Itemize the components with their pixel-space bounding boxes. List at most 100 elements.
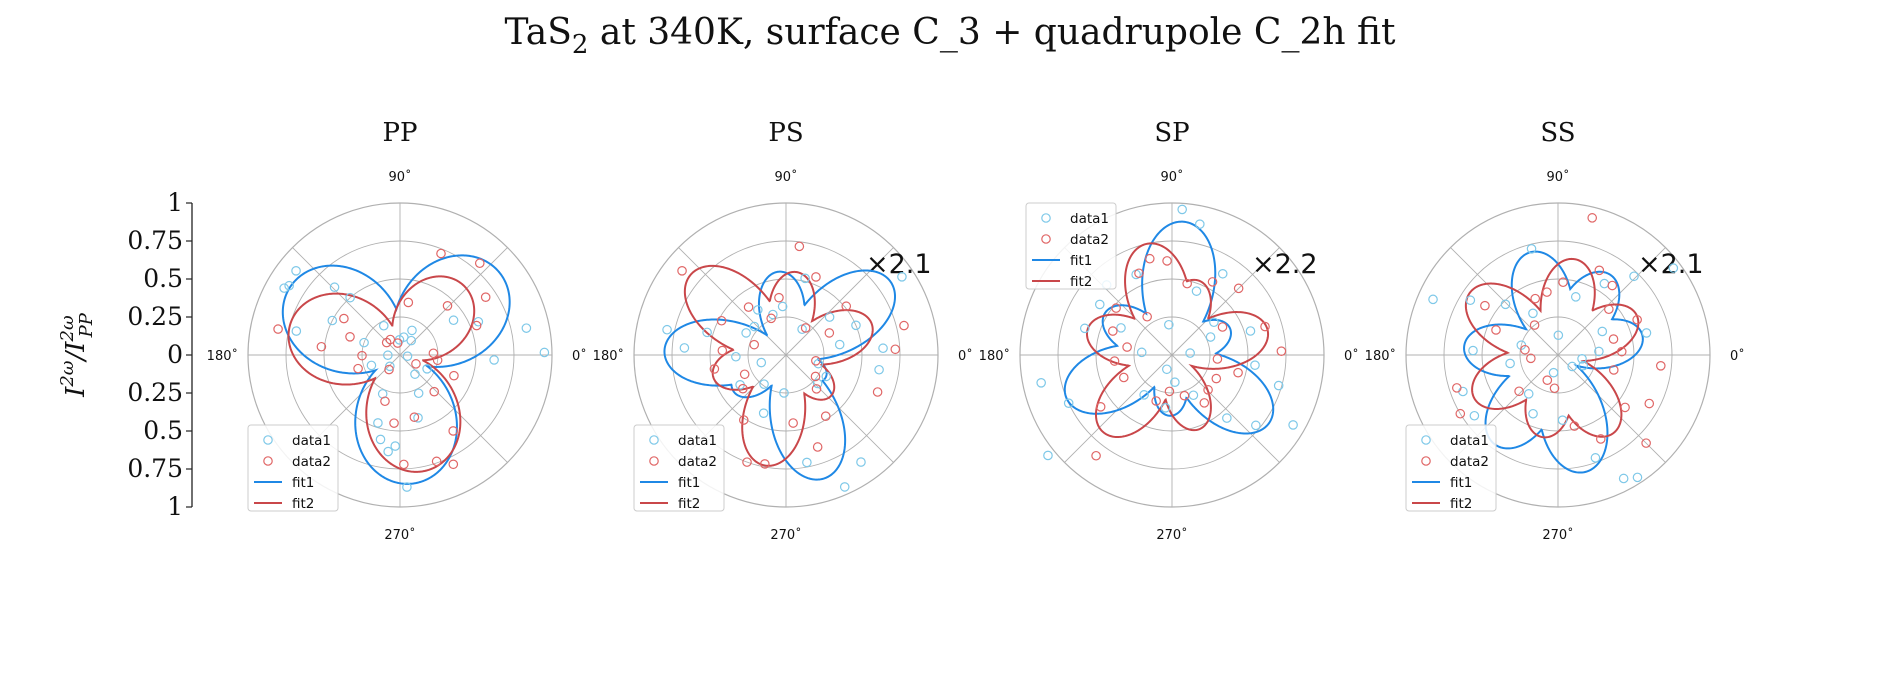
data1-point bbox=[489, 355, 499, 365]
data2-point bbox=[1109, 356, 1120, 366]
data1-point bbox=[1288, 420, 1298, 430]
data2-point bbox=[1260, 321, 1270, 332]
data1-point bbox=[413, 413, 423, 423]
data2-point bbox=[1644, 398, 1655, 409]
data1-point bbox=[1594, 346, 1604, 357]
data1-point bbox=[1063, 398, 1074, 408]
data2-point bbox=[380, 396, 390, 407]
data1-point bbox=[390, 441, 401, 451]
data2-legend-label: data2 bbox=[292, 454, 331, 470]
data2-point bbox=[1203, 385, 1213, 395]
data1-point bbox=[375, 434, 386, 445]
data2-point bbox=[1587, 213, 1597, 223]
data2-point bbox=[717, 345, 728, 356]
data1-legend-label: data1 bbox=[1070, 211, 1109, 227]
data1-point bbox=[834, 339, 845, 350]
scale-factor-label: ×2.2 bbox=[1252, 249, 1318, 280]
data1-point bbox=[1548, 367, 1559, 378]
data2-point bbox=[738, 383, 748, 394]
left-axis-tick-label: 0.75 bbox=[127, 226, 183, 255]
data1-legend-label: data1 bbox=[292, 433, 331, 449]
data2-point bbox=[1655, 361, 1666, 371]
data1-point bbox=[839, 482, 850, 492]
fit1-legend-label: fit1 bbox=[1450, 475, 1472, 491]
data1-point bbox=[345, 292, 355, 303]
data1-point bbox=[1170, 377, 1180, 388]
data1-point bbox=[291, 326, 302, 336]
fit1-curve bbox=[1063, 220, 1275, 435]
data1-point bbox=[802, 457, 812, 468]
data2-point bbox=[811, 384, 822, 394]
data1-point bbox=[1162, 364, 1172, 375]
grid-spoke bbox=[1171, 354, 1280, 463]
data2-point bbox=[1608, 334, 1619, 344]
data2-point bbox=[1549, 383, 1560, 394]
data1-point bbox=[291, 266, 301, 276]
data1-point bbox=[422, 364, 432, 374]
data1-point bbox=[1505, 358, 1515, 369]
angle-label-270: 270˚ bbox=[1156, 527, 1187, 543]
data1-point bbox=[407, 325, 417, 336]
grid-spoke bbox=[399, 247, 508, 356]
data2-point bbox=[436, 248, 446, 259]
data1-point bbox=[1177, 204, 1187, 215]
left-axis-tick-label: 1 bbox=[167, 188, 183, 217]
data1-point bbox=[702, 327, 712, 338]
angle-label-180: 180˚ bbox=[207, 348, 238, 364]
data2-point bbox=[739, 369, 750, 380]
data1-point bbox=[1164, 319, 1174, 330]
angle-label-270: 270˚ bbox=[384, 527, 415, 543]
data2-point bbox=[1164, 386, 1175, 397]
data1-point bbox=[851, 320, 861, 331]
data1-point bbox=[821, 371, 832, 382]
data1-point bbox=[383, 350, 393, 361]
data2-point bbox=[480, 292, 491, 303]
fit2-legend-label: fit2 bbox=[1070, 274, 1092, 290]
data2-point bbox=[774, 292, 784, 303]
angle-label-0: 0˚ bbox=[572, 348, 587, 364]
data1-point bbox=[1553, 330, 1564, 341]
data1-point bbox=[1468, 345, 1478, 356]
data2-point bbox=[743, 302, 754, 312]
data1-point bbox=[1567, 361, 1577, 372]
polar-panel-ps: 90˚ 270˚ 180˚ 0˚ PS ×2.1 data1 data2 fit1 fit2 bbox=[593, 118, 973, 543]
data1-point bbox=[777, 301, 788, 312]
data1-point bbox=[800, 273, 810, 284]
left-axis-tick-label: 0.25 bbox=[127, 378, 183, 407]
data1-point bbox=[1245, 326, 1256, 336]
data2-point bbox=[448, 459, 459, 470]
angle-label-270: 270˚ bbox=[1542, 527, 1573, 543]
data2-point bbox=[1233, 367, 1243, 378]
data2-point bbox=[1604, 304, 1614, 315]
data2-point bbox=[1276, 346, 1287, 356]
y-axis-label: I2ω/I2ωPP bbox=[57, 312, 97, 398]
data2-point bbox=[1514, 386, 1524, 397]
data1-point bbox=[1599, 278, 1610, 289]
data1-point bbox=[1629, 271, 1639, 282]
grid-spoke bbox=[1557, 247, 1666, 356]
data1-point bbox=[1668, 263, 1679, 273]
data2-point bbox=[1632, 314, 1642, 325]
legend: data1 data2 fit1 fit2 bbox=[1405, 424, 1497, 512]
data2-point bbox=[811, 356, 821, 366]
data2-point bbox=[273, 324, 283, 334]
data2-point bbox=[1594, 265, 1605, 276]
left-axis-tick-label: 0.5 bbox=[143, 416, 183, 445]
angle-label-90: 90˚ bbox=[1546, 169, 1569, 185]
angle-label-180: 180˚ bbox=[979, 348, 1010, 364]
data1-point bbox=[897, 272, 907, 282]
data2-point bbox=[1122, 342, 1132, 352]
data1-point bbox=[1557, 415, 1568, 426]
data2-point bbox=[1111, 303, 1121, 313]
data1-point bbox=[402, 482, 412, 492]
data2-point bbox=[824, 328, 835, 338]
data1-point bbox=[813, 358, 824, 369]
data1-point bbox=[1209, 317, 1219, 328]
data1-point bbox=[1597, 326, 1608, 337]
data1-point bbox=[1094, 299, 1105, 310]
fit2-legend-label: fit2 bbox=[292, 496, 314, 512]
data2-point bbox=[810, 371, 821, 382]
data2-point bbox=[1151, 396, 1161, 406]
data1-point bbox=[679, 343, 690, 353]
data1-point bbox=[1116, 323, 1126, 333]
